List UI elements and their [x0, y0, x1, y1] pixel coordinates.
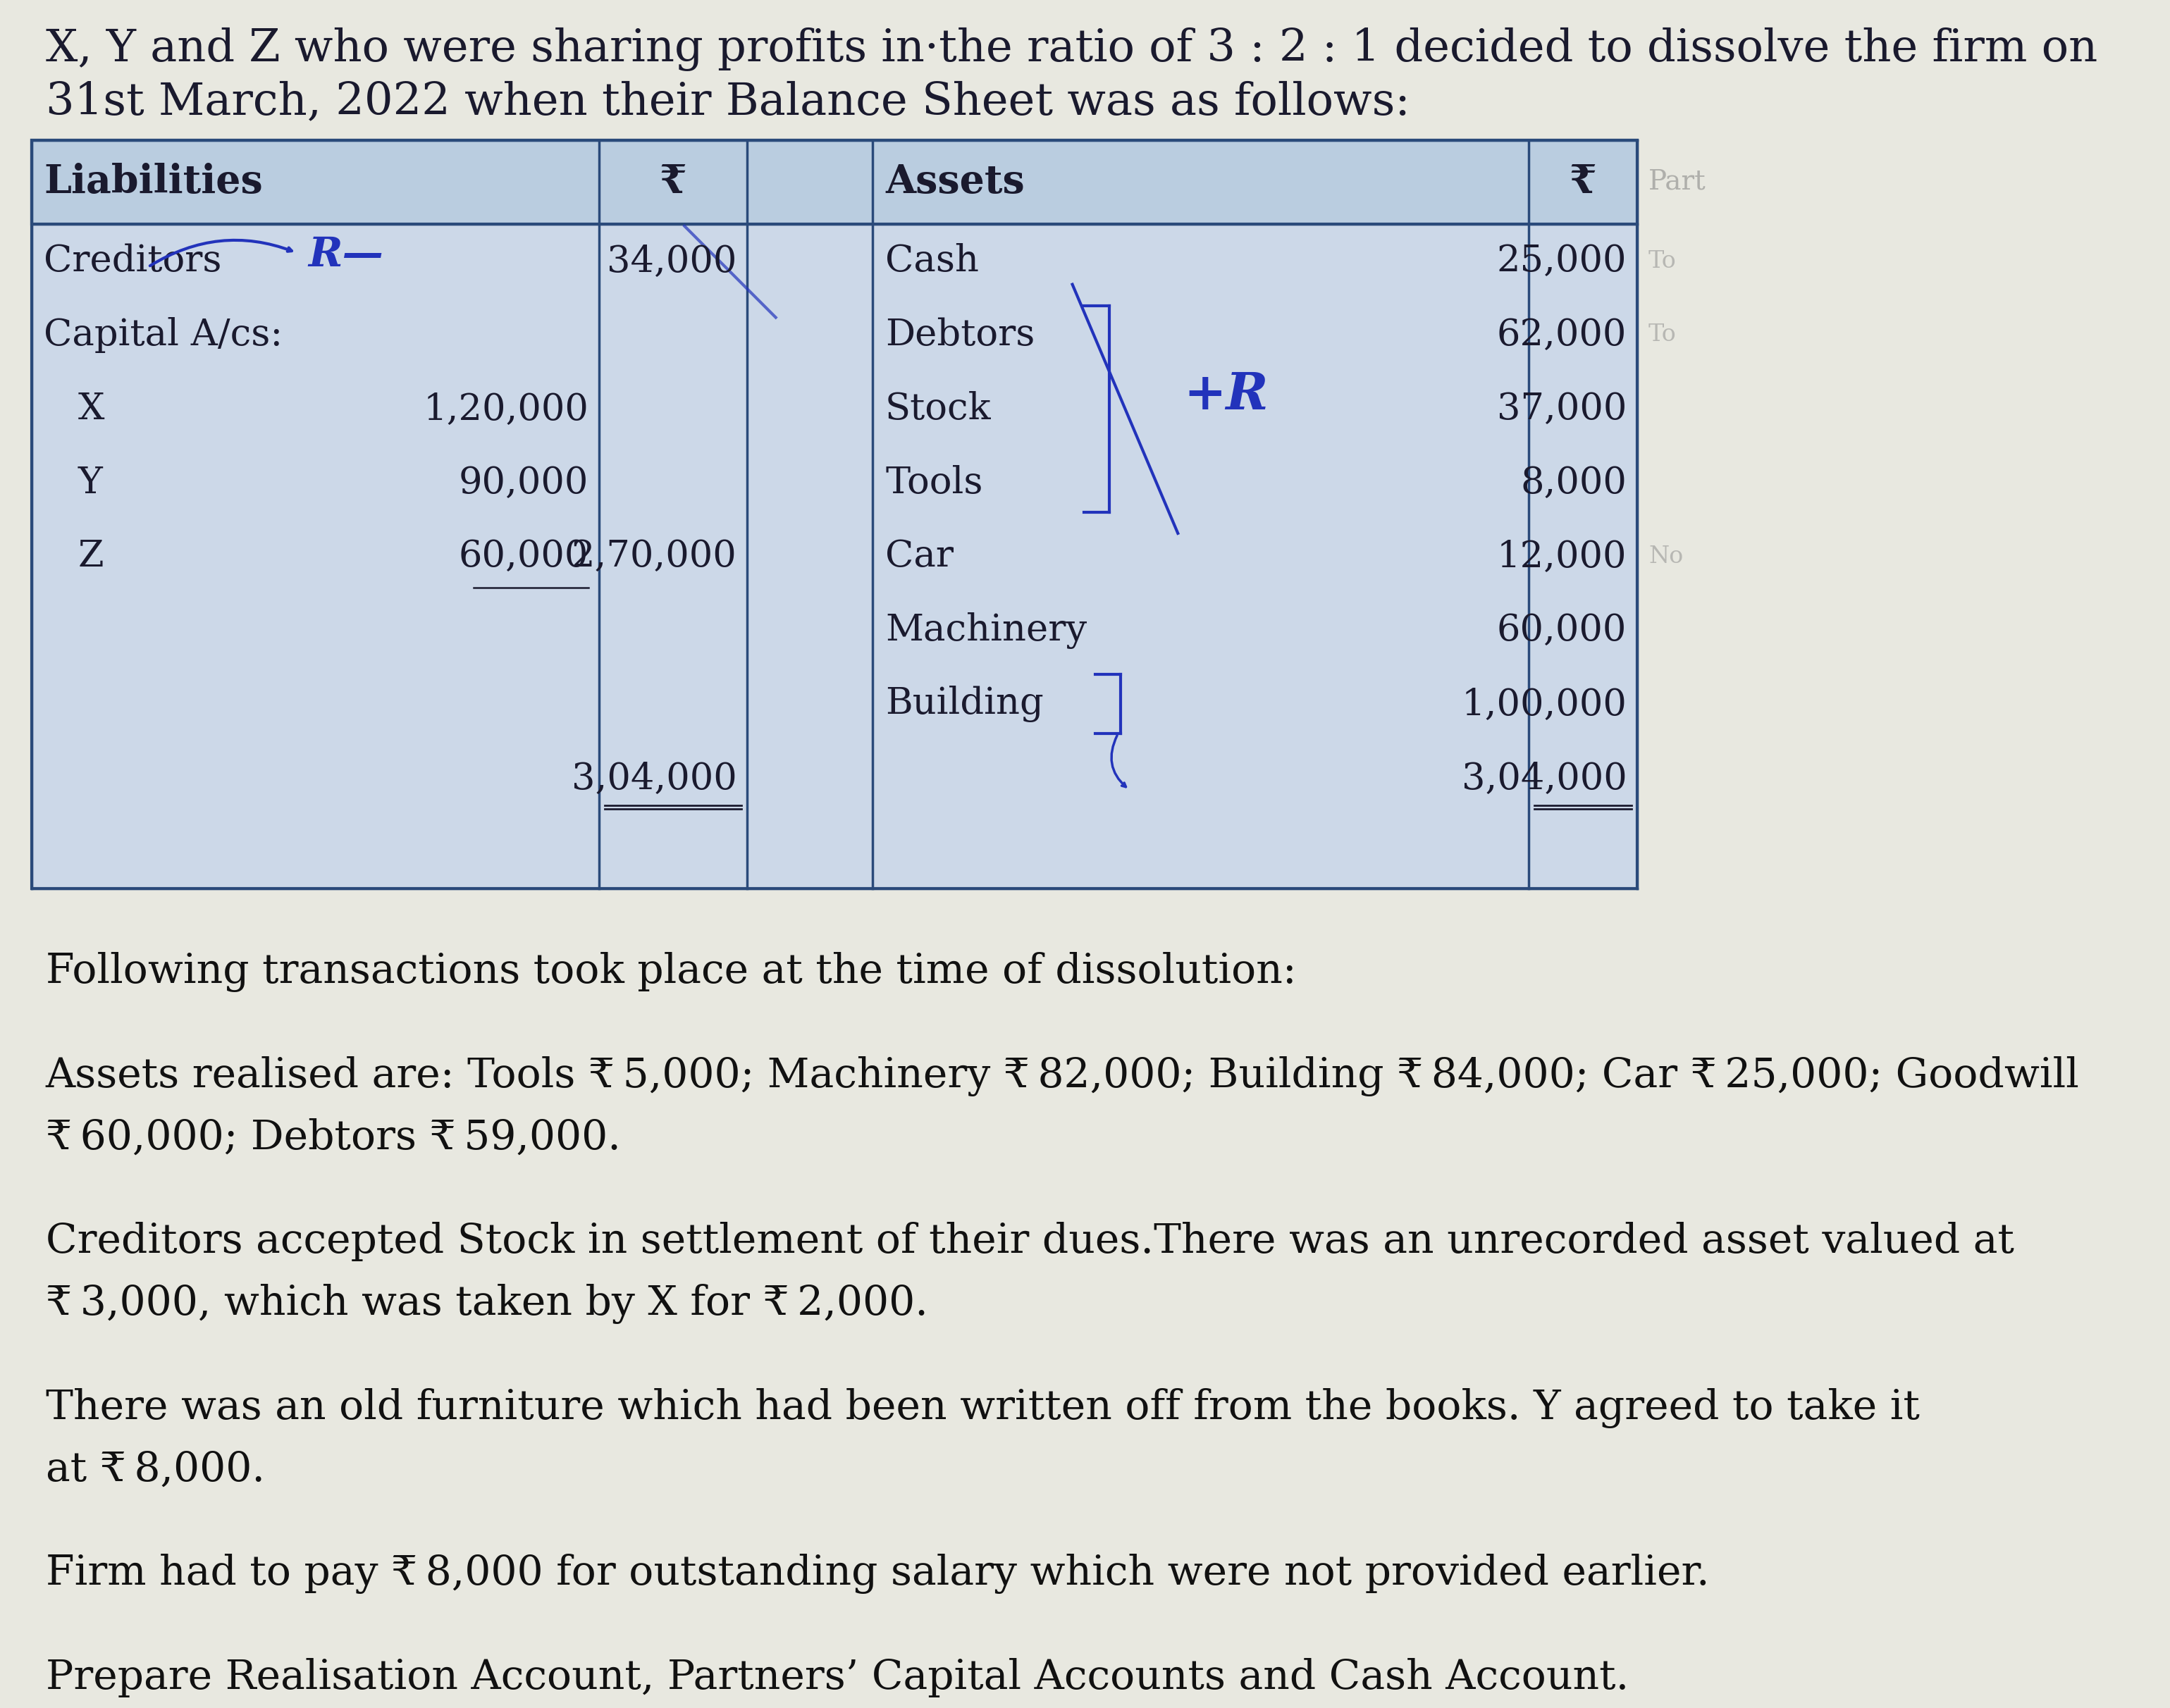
- Text: +R: +R: [1183, 371, 1269, 420]
- Text: 34,000: 34,000: [608, 243, 738, 278]
- Text: There was an old furniture which had been written off from the books. Y agreed t: There was an old furniture which had bee…: [46, 1389, 1920, 1428]
- Text: 37,000: 37,000: [1497, 391, 1628, 427]
- Text: 12,000: 12,000: [1497, 538, 1628, 574]
- Text: Building: Building: [885, 687, 1044, 722]
- Text: ₹: ₹: [1569, 162, 1597, 202]
- Text: Y: Y: [78, 465, 102, 500]
- Text: Prepare Realisation Account, Partners’ Capital Accounts and Cash Account.: Prepare Realisation Account, Partners’ C…: [46, 1658, 1630, 1698]
- Text: Machinery: Machinery: [885, 611, 1087, 649]
- Text: X: X: [78, 391, 104, 427]
- Text: 8,000: 8,000: [1521, 465, 1628, 500]
- Text: Tools: Tools: [885, 465, 983, 500]
- Text: Car: Car: [885, 538, 953, 574]
- Text: 25,000: 25,000: [1497, 243, 1628, 278]
- Text: 60,000: 60,000: [458, 538, 588, 574]
- Text: To: To: [1649, 325, 1677, 347]
- Text: ₹: ₹: [660, 162, 686, 202]
- Text: No: No: [1649, 545, 1684, 567]
- Text: 60,000: 60,000: [1497, 613, 1628, 649]
- Text: Creditors accepted Stock in settlement of their dues.⁠There was an unrecorded as: Creditors accepted Stock in settlement o…: [46, 1221, 2014, 1262]
- Text: R—: R—: [308, 236, 384, 275]
- Text: Cash: Cash: [885, 243, 979, 278]
- Text: ₹ 60,000; Debtors ₹ 59,000.: ₹ 60,000; Debtors ₹ 59,000.: [46, 1119, 621, 1158]
- Text: 90,000: 90,000: [458, 465, 588, 500]
- Text: Liabilities: Liabilities: [43, 162, 263, 202]
- Text: Debtors: Debtors: [885, 318, 1035, 354]
- Bar: [30, 140, 1636, 224]
- Text: Assets: Assets: [885, 162, 1024, 202]
- Text: 62,000: 62,000: [1497, 318, 1628, 354]
- Bar: [30, 140, 1636, 888]
- Text: Z: Z: [78, 538, 104, 574]
- Text: 1,00,000: 1,00,000: [1460, 687, 1628, 722]
- Text: X, Y and Z who were sharing profits in·the ratio of 3 : 2 : 1 decided to dissolv: X, Y and Z who were sharing profits in·t…: [46, 27, 2098, 72]
- Text: Firm had to pay ₹ 8,000 for outstanding salary which were not provided earlier.: Firm had to pay ₹ 8,000 for outstanding …: [46, 1554, 1710, 1594]
- Text: To: To: [1649, 249, 1677, 273]
- Text: 2,70,000: 2,70,000: [571, 538, 738, 574]
- Text: Assets realised are: Tools ₹ 5,000; Machinery ₹ 82,000; Building ₹ 84,000; Car ₹: Assets realised are: Tools ₹ 5,000; Mach…: [46, 1056, 2079, 1097]
- Text: Following transactions took place at the time of dissolution:: Following transactions took place at the…: [46, 951, 1295, 992]
- Text: ₹ 3,000, which was taken by X for ₹ 2,000.: ₹ 3,000, which was taken by X for ₹ 2,00…: [46, 1284, 929, 1324]
- Text: 3,04,000: 3,04,000: [1460, 760, 1628, 796]
- Text: 31st March, 2022 when their Balance Sheet was as follows:: 31st March, 2022 when their Balance Shee…: [46, 80, 1410, 123]
- Text: Part: Part: [1649, 169, 1706, 195]
- Text: at ₹ 8,000.: at ₹ 8,000.: [46, 1450, 265, 1489]
- Text: Stock: Stock: [885, 391, 992, 427]
- Text: 3,04,000: 3,04,000: [571, 760, 738, 796]
- Text: Creditors: Creditors: [43, 243, 221, 278]
- Text: Capital A/cs:: Capital A/cs:: [43, 318, 282, 354]
- Text: 1,20,000: 1,20,000: [423, 391, 588, 427]
